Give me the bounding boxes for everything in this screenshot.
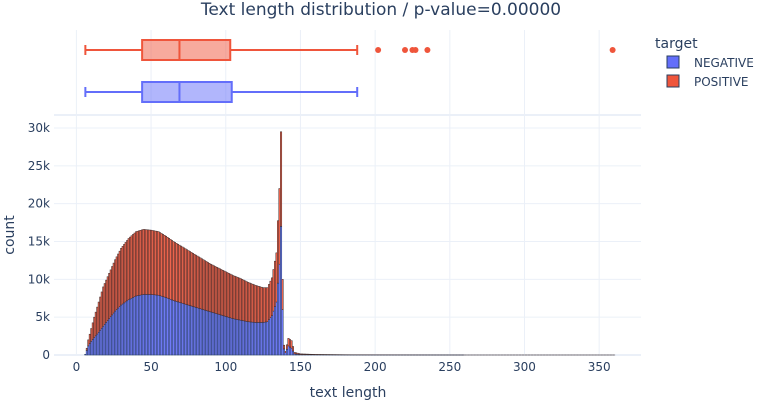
box-iqr [142, 82, 232, 102]
histogram-bars [85, 132, 615, 355]
y-axis-label: count [2, 215, 18, 255]
x-tick-label: 100 [214, 360, 237, 374]
y-tick-label: 5k [35, 310, 50, 324]
histogram-bar-positive [280, 132, 281, 227]
legend-label: NEGATIVE [694, 56, 754, 70]
y-tick-label: 25k [28, 159, 50, 173]
legend-items: NEGATIVE POSITIVE [667, 56, 754, 89]
box-iqr [142, 40, 230, 60]
y-axis-ticks: 0 5k 10k 15k 20k 25k 30k [28, 121, 50, 362]
box-outlier-point [610, 47, 616, 53]
box-outlier-point [375, 47, 381, 53]
legend-label: POSITIVE [694, 75, 749, 89]
legend: target NEGATIVE POSITIVE [655, 36, 754, 89]
x-tick-label: 200 [364, 360, 387, 374]
x-tick-label: 150 [289, 360, 312, 374]
box-outlier-point [424, 47, 430, 53]
x-axis-label: text length [310, 385, 387, 400]
box-outlier-point [412, 47, 418, 53]
y-tick-label: 20k [28, 197, 50, 211]
legend-title: target [655, 36, 698, 52]
box-outlier-point [402, 47, 408, 53]
y-tick-label: 30k [28, 121, 50, 135]
x-tick-label: 50 [143, 360, 158, 374]
x-tick-label: 250 [438, 360, 461, 374]
chart-title: Text length distribution / p-value=0.000… [200, 0, 561, 20]
histogram-bar-positive [292, 346, 293, 351]
legend-swatch [667, 56, 679, 68]
legend-swatch [667, 75, 679, 87]
histogram-bar-positive [282, 279, 283, 309]
x-tick-label: 350 [588, 360, 611, 374]
y-tick-label: 10k [28, 272, 50, 286]
x-axis-ticks: 0 50 100 150 200 250 300 350 [73, 360, 611, 374]
x-tick-label: 0 [73, 360, 81, 374]
histogram-bar-positive [283, 345, 284, 349]
x-tick-label: 300 [513, 360, 536, 374]
histogram-panel: 0 5k 10k 15k 20k 25k 30k 0 50 100 150 200 250 300 350 [28, 115, 641, 374]
y-tick-label: 0 [42, 348, 50, 362]
y-tick-label: 15k [28, 235, 50, 249]
box-plot-panel [54, 30, 641, 115]
